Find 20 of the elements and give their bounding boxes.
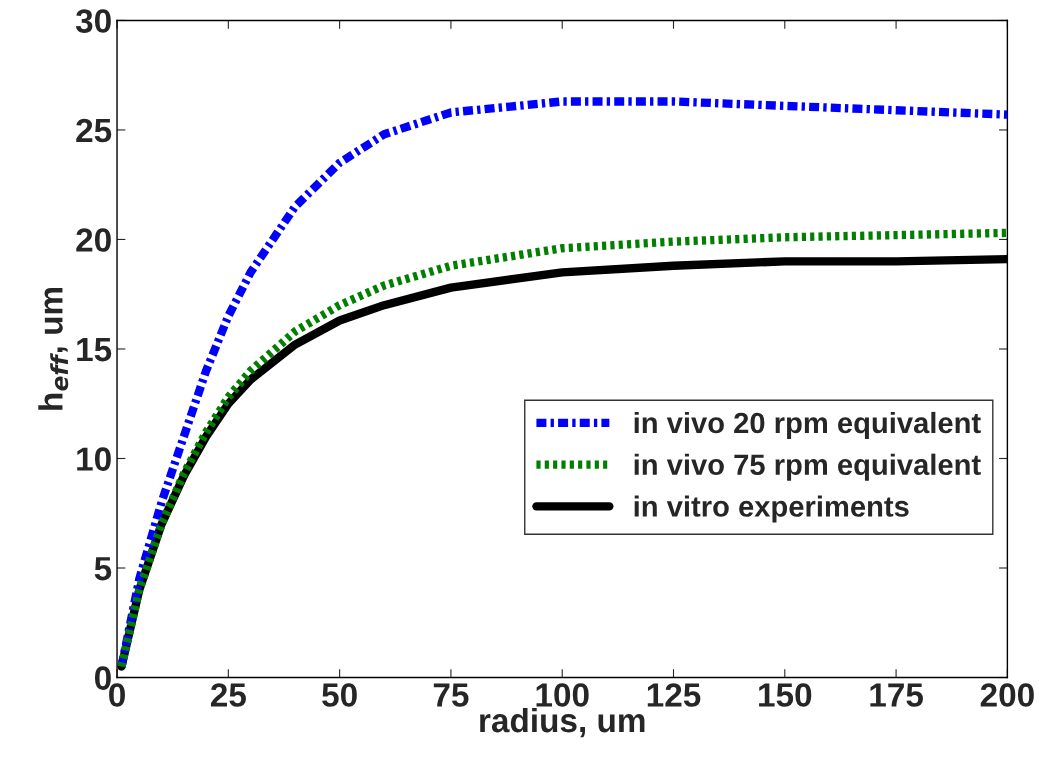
y-tick-label: 0 <box>94 666 111 690</box>
legend-label: in vivo 75 rpm equivalent <box>634 453 981 481</box>
x-tick-label: 125 <box>647 683 701 707</box>
x-tick-label: 25 <box>210 683 246 707</box>
x-tick-label: 150 <box>759 683 812 707</box>
x-tick-label: 100 <box>536 683 589 707</box>
legend-label: in vivo 20 rpm equivalent <box>634 411 981 440</box>
y-tick-label: 25 <box>76 118 112 143</box>
x-tick-label: 175 <box>870 683 923 707</box>
y-tick-label: 10 <box>77 447 111 471</box>
x-tick-label: 50 <box>322 683 357 707</box>
y-axis-title: h$_{eff}$, um <box>38 287 69 410</box>
y-tick-label: 30 <box>75 9 111 33</box>
x-axis-title: radius, um <box>480 707 645 738</box>
y-tick-label: 5 <box>94 557 112 581</box>
x-tick-label: 75 <box>433 683 469 707</box>
y-tick-label: 15 <box>77 338 112 362</box>
x-tick-label: 200 <box>980 683 1034 707</box>
legend-label: in vitro experiments <box>634 495 909 523</box>
y-tick-label: 20 <box>76 228 111 252</box>
